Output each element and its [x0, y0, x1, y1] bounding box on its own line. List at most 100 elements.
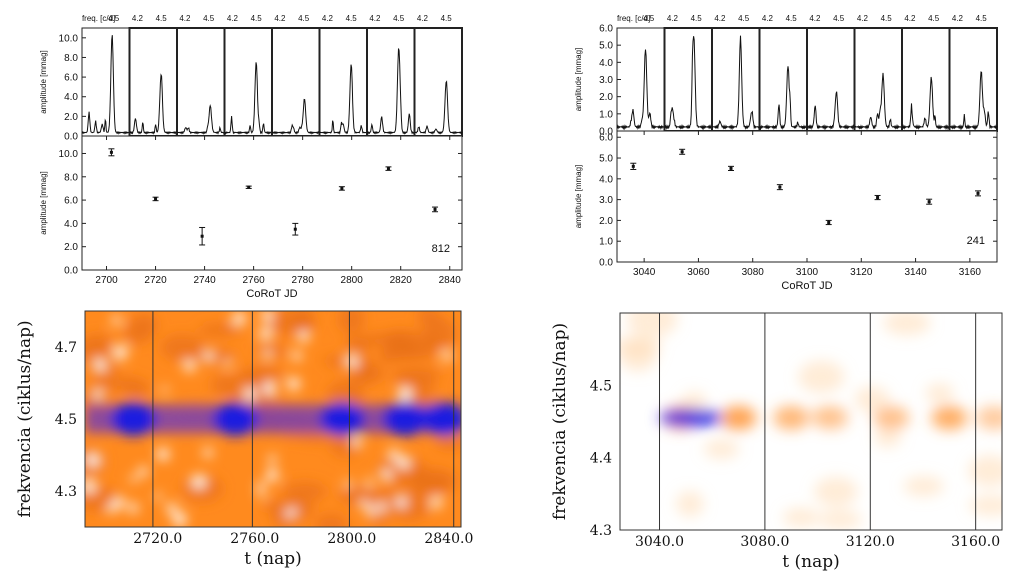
panel-tick-label: 4.2 [809, 14, 821, 23]
heatmap-hotspot [257, 482, 266, 491]
heatmap-shade [782, 507, 820, 528]
y-tick-label: 6.0 [599, 133, 613, 144]
heatmap-hotspot [154, 493, 162, 500]
heatmap-hotspot [244, 387, 257, 400]
spectrum-series-line [319, 64, 368, 135]
y-tick-label: 6.0 [64, 196, 78, 207]
heatmap-blobs [620, 313, 1002, 530]
heatmap-shade [211, 374, 233, 396]
spectrum-panel-frame [758, 27, 808, 132]
spectrum-panel-frame [616, 27, 665, 132]
y-tick-label: 2.0 [64, 112, 78, 123]
heatmap-layer [85, 311, 461, 527]
panel-tick-label: 4.5 [203, 14, 215, 23]
data-point [340, 186, 344, 190]
y-tick-label: 1.0 [599, 237, 613, 248]
data-point [729, 166, 733, 170]
spectrum-series-line [414, 80, 463, 135]
y-axis-label: amplitude [mmag] [574, 48, 583, 112]
panel-tick-label: 4.5 [156, 14, 168, 23]
y-tick-label: 4.5 [590, 378, 612, 394]
panel-tick-label: 4.2 [952, 14, 964, 23]
data-point [247, 185, 251, 189]
heatmap-hotspot [224, 360, 231, 367]
plot-frame [616, 130, 998, 263]
panel-tick-label: 4.5 [298, 14, 310, 23]
spectrum-panel-frame [318, 27, 368, 137]
ridge-core [659, 409, 724, 426]
panel-tick-label: 4.2 [227, 14, 239, 23]
panel-tick-label: 4.5 [251, 14, 263, 23]
y-tick-label: 8.0 [64, 53, 78, 64]
y-tick-label: 8.0 [64, 172, 78, 183]
panel-tick-label: 4.5 [833, 14, 845, 23]
y-axis-label: frekvencia (ciklus/nap) [15, 320, 35, 517]
panel-tick-label: 4.5 [441, 14, 453, 23]
data-point [109, 150, 113, 154]
heatmap-shade [883, 313, 931, 336]
top-left-amplitude-chart: 0.0 2.0 4.0 6.0 8.0 10.0 2700 2720 2740 2760 2780 2… [39, 135, 463, 300]
heatmap-hotspot [161, 386, 168, 393]
data-point [433, 207, 437, 211]
y-tick-label: 5.0 [599, 41, 613, 52]
heatmap-shade [198, 323, 241, 337]
x-tick-label: 2820 [390, 275, 413, 286]
ridge-shade [720, 405, 757, 430]
heatmap-hotspot [138, 466, 148, 477]
heatmap-hotspot [203, 448, 213, 458]
data-point [154, 197, 158, 201]
heatmap-shade [813, 476, 858, 507]
y-tick-label: 6.0 [599, 24, 613, 35]
heatmap-hotspot [156, 448, 170, 461]
x-tick-label: 3040.0 [635, 534, 684, 550]
spectrum-panel-frame [128, 27, 178, 137]
panel-tick-label: 4.5 [738, 14, 750, 23]
panel-tick-label: 4.2 [714, 14, 726, 23]
y-tick-label: 4.0 [599, 174, 613, 185]
x-tick-label: 2720 [144, 275, 167, 286]
spectrum-panel-frame [413, 27, 463, 137]
panel-tick-label: 4.2 [762, 14, 774, 23]
y-tick-label: 4.3 [590, 523, 612, 539]
heatmap-hotspot [85, 479, 96, 493]
ridge-shade [773, 405, 810, 430]
heatmap-shade [424, 317, 456, 350]
panel-tick-label: 4.5 [928, 14, 940, 23]
data-point [200, 234, 204, 238]
spectrum-series-line [366, 48, 415, 135]
heatmap-shade [123, 323, 153, 344]
data-point [927, 200, 931, 204]
spectrum-series-line [224, 62, 273, 135]
panel-tick-label: 4.2 [274, 14, 286, 23]
y-tick-label: 4.0 [64, 219, 78, 230]
heatmap-hotspot [166, 503, 178, 514]
spectrum-panel-frame [271, 27, 321, 137]
x-tick-label: 3100 [796, 267, 819, 278]
heatmap-hotspot [261, 311, 273, 322]
heatmap-hotspot [352, 436, 362, 447]
ridge-core [383, 402, 428, 436]
heatmap-hotspot [130, 475, 138, 483]
ridge-shade [976, 405, 1002, 430]
heatmap-shade [854, 386, 890, 413]
x-tick-label: 3120 [850, 267, 873, 278]
heatmap-shade [435, 434, 461, 450]
ridge-core [320, 402, 365, 436]
x-tick-label: 2720.0 [133, 531, 182, 547]
x-tick-label: 2700 [95, 275, 118, 286]
spectrum-series-line [129, 73, 178, 135]
x-tick-label: 2800.0 [327, 531, 376, 547]
panel-tick-label: 4.2 [904, 14, 916, 23]
x-axis-label: t (nap) [244, 549, 301, 569]
heatmap-hotspot [86, 453, 100, 467]
x-tick-label: 3060 [687, 267, 710, 278]
heatmap-hotspot [266, 469, 279, 482]
heatmap-hotspot [127, 502, 139, 513]
ridge-core [422, 402, 461, 436]
heatmap-hotspot [263, 350, 272, 359]
spectrum-panel-frame [663, 27, 713, 132]
x-tick-label: 3120.0 [846, 534, 895, 550]
heatmap-shade [256, 343, 287, 358]
heatmap-shade [394, 346, 436, 361]
